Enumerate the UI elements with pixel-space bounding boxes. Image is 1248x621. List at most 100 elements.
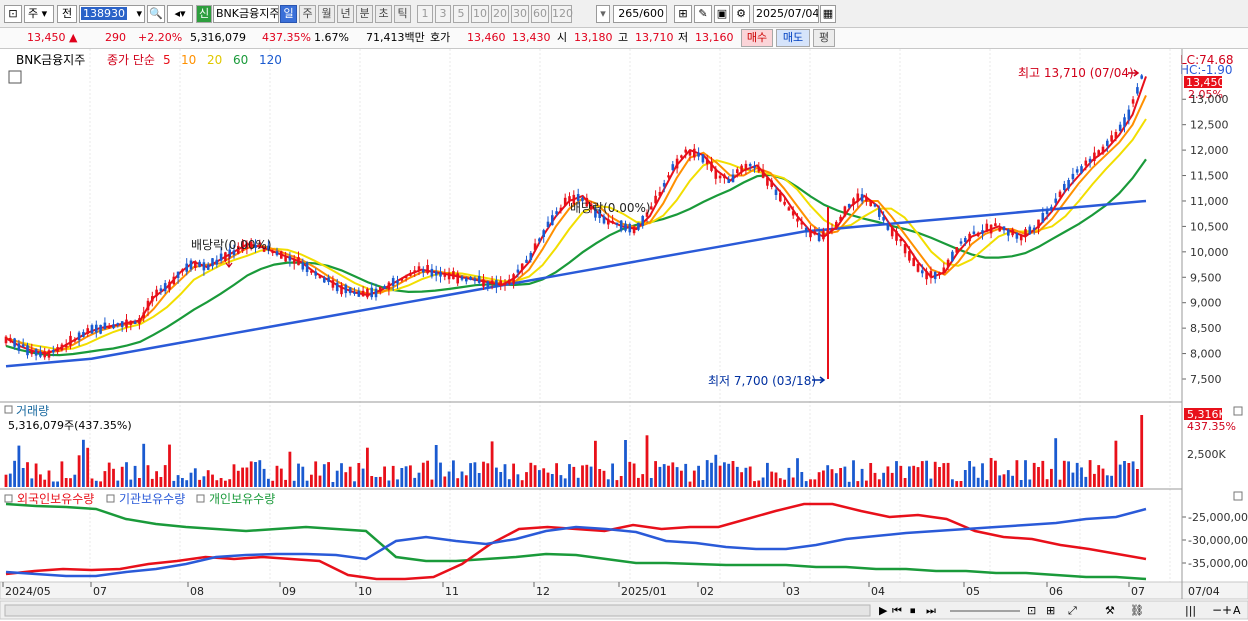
volume-bar bbox=[64, 478, 68, 487]
count-input[interactable]: 265/600 bbox=[613, 5, 667, 23]
volume-bar bbox=[374, 477, 378, 487]
candle-body bbox=[185, 263, 188, 272]
volume-bar bbox=[1054, 438, 1058, 487]
speaker-icon[interactable]: ◂▾ bbox=[167, 5, 193, 23]
volume-bar bbox=[688, 481, 692, 487]
candle-body bbox=[555, 211, 558, 215]
search-icon[interactable]: 🔍 bbox=[147, 5, 165, 23]
draw-icon[interactable]: ✎ bbox=[694, 5, 712, 23]
candle-body bbox=[607, 219, 610, 225]
interval-10-button[interactable]: 10 bbox=[471, 5, 489, 23]
period-3-button[interactable]: 년 bbox=[337, 5, 354, 23]
period-0-button[interactable]: 일 bbox=[280, 5, 297, 23]
count-dropdown[interactable]: ▾ bbox=[596, 5, 610, 23]
volume-bar bbox=[680, 470, 683, 487]
scroll-track[interactable] bbox=[4, 604, 871, 617]
volume-bar bbox=[968, 461, 971, 487]
period-2-button[interactable]: 월 bbox=[318, 5, 335, 23]
crosshair-icon[interactable]: ⊞ bbox=[674, 5, 692, 23]
auto-icon[interactable]: A bbox=[1233, 604, 1241, 617]
candle-body bbox=[1028, 226, 1032, 235]
volume-bar bbox=[473, 462, 477, 487]
market-select[interactable]: 주 ▾ bbox=[24, 5, 54, 23]
link-icon[interactable]: ⛓ bbox=[1130, 604, 1144, 617]
buy-button[interactable]: 매수 bbox=[741, 29, 773, 47]
save-icon[interactable]: ▣ bbox=[714, 5, 730, 23]
x-axis-label: 03 bbox=[786, 585, 800, 598]
interval-20-button[interactable]: 20 bbox=[491, 5, 509, 23]
chart-menu-icon[interactable]: ⊡ bbox=[4, 5, 22, 23]
interval-5-button[interactable]: 5 bbox=[453, 5, 469, 23]
volume-bar bbox=[951, 479, 954, 487]
tool-icon[interactable]: ⚒ bbox=[1105, 604, 1115, 617]
plus-icon[interactable]: + bbox=[1222, 603, 1232, 617]
prefix-button[interactable]: 전 bbox=[57, 5, 77, 23]
stock-code-input[interactable]: 138930 ▾ bbox=[79, 5, 145, 23]
volume-bar bbox=[486, 463, 490, 487]
candle-body bbox=[508, 279, 511, 284]
zoom-out-icon[interactable]: ⊡ bbox=[1027, 604, 1036, 617]
minus-icon[interactable]: − bbox=[1212, 603, 1222, 617]
candle-body bbox=[181, 269, 184, 272]
holding-pane-close-icon[interactable] bbox=[1233, 491, 1243, 501]
period-5-button[interactable]: 초 bbox=[375, 5, 392, 23]
candle-body bbox=[1041, 213, 1045, 223]
chart-area[interactable]: BNK금융지주 종가 단순 5 10 20 60 120 LC:74.68 HC:-1.… bbox=[0, 49, 1248, 621]
high-price: 13,710 bbox=[635, 31, 674, 44]
eval-button[interactable]: 평 bbox=[813, 29, 835, 47]
bid-price: 13,430 bbox=[512, 31, 551, 44]
candle-body bbox=[284, 255, 287, 262]
bars-icon[interactable]: ||| bbox=[1185, 604, 1196, 617]
candle-body bbox=[404, 276, 408, 279]
interval-60-button[interactable]: 60 bbox=[531, 5, 549, 23]
volume-bar bbox=[787, 467, 791, 487]
candle-body bbox=[598, 209, 601, 218]
volume-pane: 거래량 5,316,079주(437.35%) 5,316K 437.35% 2… bbox=[0, 401, 1236, 487]
period-4-button[interactable]: 분 bbox=[356, 5, 373, 23]
candle-body bbox=[202, 262, 206, 271]
expand-icon[interactable]: ⤢ bbox=[1068, 604, 1077, 617]
ma-5-legend: 5 bbox=[163, 53, 171, 67]
crosshair-tool-icon[interactable]: ⊞ bbox=[1046, 604, 1055, 617]
calculator-icon[interactable] bbox=[8, 70, 22, 84]
candle-body bbox=[705, 158, 709, 165]
candle-body bbox=[112, 324, 115, 329]
volume-bar bbox=[994, 460, 997, 487]
low-price: 13,160 bbox=[695, 31, 734, 44]
candle-body bbox=[1088, 158, 1092, 163]
ma-label: 종가 단순 bbox=[107, 53, 155, 67]
calendar-icon[interactable]: ▦ bbox=[820, 5, 836, 23]
candle-body bbox=[469, 277, 472, 280]
volume-pane-close-icon[interactable] bbox=[1233, 406, 1243, 416]
interval-3-button[interactable]: 3 bbox=[435, 5, 451, 23]
interval-120-button[interactable]: 120 bbox=[551, 5, 573, 23]
forward-icon[interactable]: ⏭ bbox=[926, 604, 936, 617]
candle-body bbox=[47, 350, 51, 358]
candle-body bbox=[1054, 198, 1057, 203]
candle-body bbox=[994, 223, 997, 227]
volume-last-label: 5,316K bbox=[1187, 408, 1226, 421]
volume-bar bbox=[882, 472, 885, 487]
date-input[interactable]: 2025/07/04 bbox=[753, 5, 819, 23]
candle-body bbox=[305, 262, 309, 272]
gear-icon[interactable]: ⚙ bbox=[732, 5, 750, 23]
volume-bar bbox=[550, 474, 554, 487]
scroll-bar[interactable]: ▶ ⏮ ⏹ ⏭ ⊡ ⊞ ⤢ ⚒ ⛓ ||| − + A bbox=[0, 600, 1248, 620]
scroll-right-icon[interactable]: ▶ bbox=[879, 604, 888, 617]
period-6-button[interactable]: 틱 bbox=[394, 5, 411, 23]
candle-body bbox=[245, 242, 249, 250]
volume-bar bbox=[211, 474, 214, 487]
rewind-icon[interactable]: ⏮ bbox=[892, 604, 902, 617]
volume-bar bbox=[1088, 460, 1092, 487]
volume-bar bbox=[1019, 480, 1023, 487]
stop-icon[interactable]: ⏹ bbox=[910, 604, 916, 617]
candle-body bbox=[473, 278, 477, 282]
volume-bar bbox=[224, 480, 227, 487]
interval-30-button[interactable]: 30 bbox=[511, 5, 529, 23]
volume-bar bbox=[585, 464, 589, 487]
interval-1-button[interactable]: 1 bbox=[417, 5, 433, 23]
volume-bar bbox=[202, 476, 206, 487]
candle-body bbox=[107, 326, 111, 329]
sell-button[interactable]: 매도 bbox=[776, 29, 810, 47]
period-1-button[interactable]: 주 bbox=[299, 5, 316, 23]
